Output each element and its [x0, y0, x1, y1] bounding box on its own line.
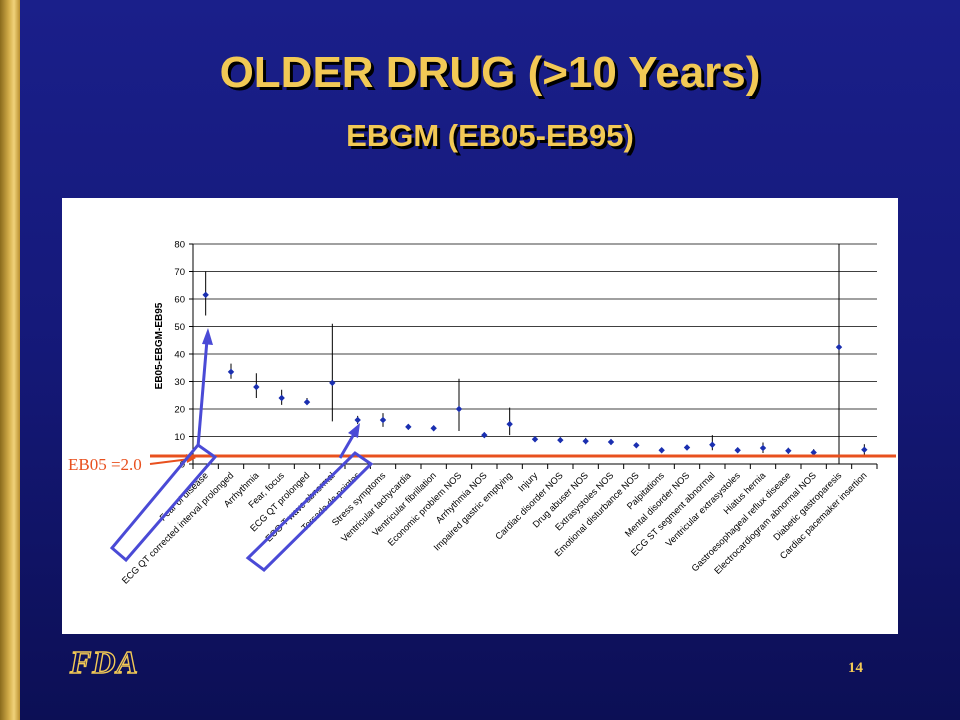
data-point	[405, 423, 412, 431]
data-point	[582, 437, 589, 445]
y-tick-label: 60	[174, 295, 185, 306]
data-point	[633, 442, 640, 449]
data-point	[531, 436, 539, 443]
page-number: 14	[848, 660, 863, 676]
data-point	[278, 394, 285, 402]
data-point	[227, 368, 235, 376]
eb05-annotation-label: EB05 =2.0	[68, 455, 142, 474]
data-point	[607, 438, 615, 446]
y-tick-label: 80	[174, 240, 185, 251]
data-point	[354, 416, 361, 424]
data-point	[202, 291, 209, 299]
data-point	[683, 444, 691, 451]
data-point	[481, 431, 488, 439]
data-point	[658, 447, 665, 454]
chart-panel: 0 10 20 30 40 50 60 70 80 EB05-EBGM-EB95 Fear of d…	[62, 198, 898, 634]
y-tick-label: 20	[174, 405, 185, 416]
data-point	[379, 416, 387, 424]
gold-side-bar	[0, 0, 20, 720]
svg-text:FDA: FDA	[69, 644, 139, 680]
data-point	[253, 383, 260, 391]
x-tick-label: Injury	[516, 470, 539, 493]
data-point	[734, 447, 741, 454]
data-point	[455, 405, 463, 413]
data-point	[329, 379, 336, 387]
data-point	[709, 441, 716, 448]
y-tick-label: 70	[174, 267, 185, 278]
data-point	[303, 398, 311, 406]
y-axis-title: EB05-EBGM-EB95	[154, 302, 165, 389]
data-point	[557, 436, 564, 444]
y-tick-label: 0	[180, 460, 185, 471]
data-point	[810, 449, 817, 456]
data-point	[835, 343, 843, 351]
data-point	[430, 425, 437, 432]
data-point	[785, 447, 792, 454]
fda-logo: FDA	[68, 644, 139, 680]
y-tick-label: 30	[174, 377, 185, 388]
data-point	[861, 446, 868, 453]
y-tick-label: 40	[174, 350, 185, 361]
slide-subtitle: EBGM (EB05-EB95)	[346, 118, 634, 153]
x-tick-label: ECG QT corrected interval prolonged	[120, 470, 235, 585]
y-tick-label: 10	[174, 432, 185, 443]
y-tick-label: 50	[174, 322, 185, 333]
data-point	[759, 444, 767, 452]
slide-title: OLDER DRUG (>10 Years)	[219, 48, 761, 97]
data-point	[506, 420, 513, 428]
